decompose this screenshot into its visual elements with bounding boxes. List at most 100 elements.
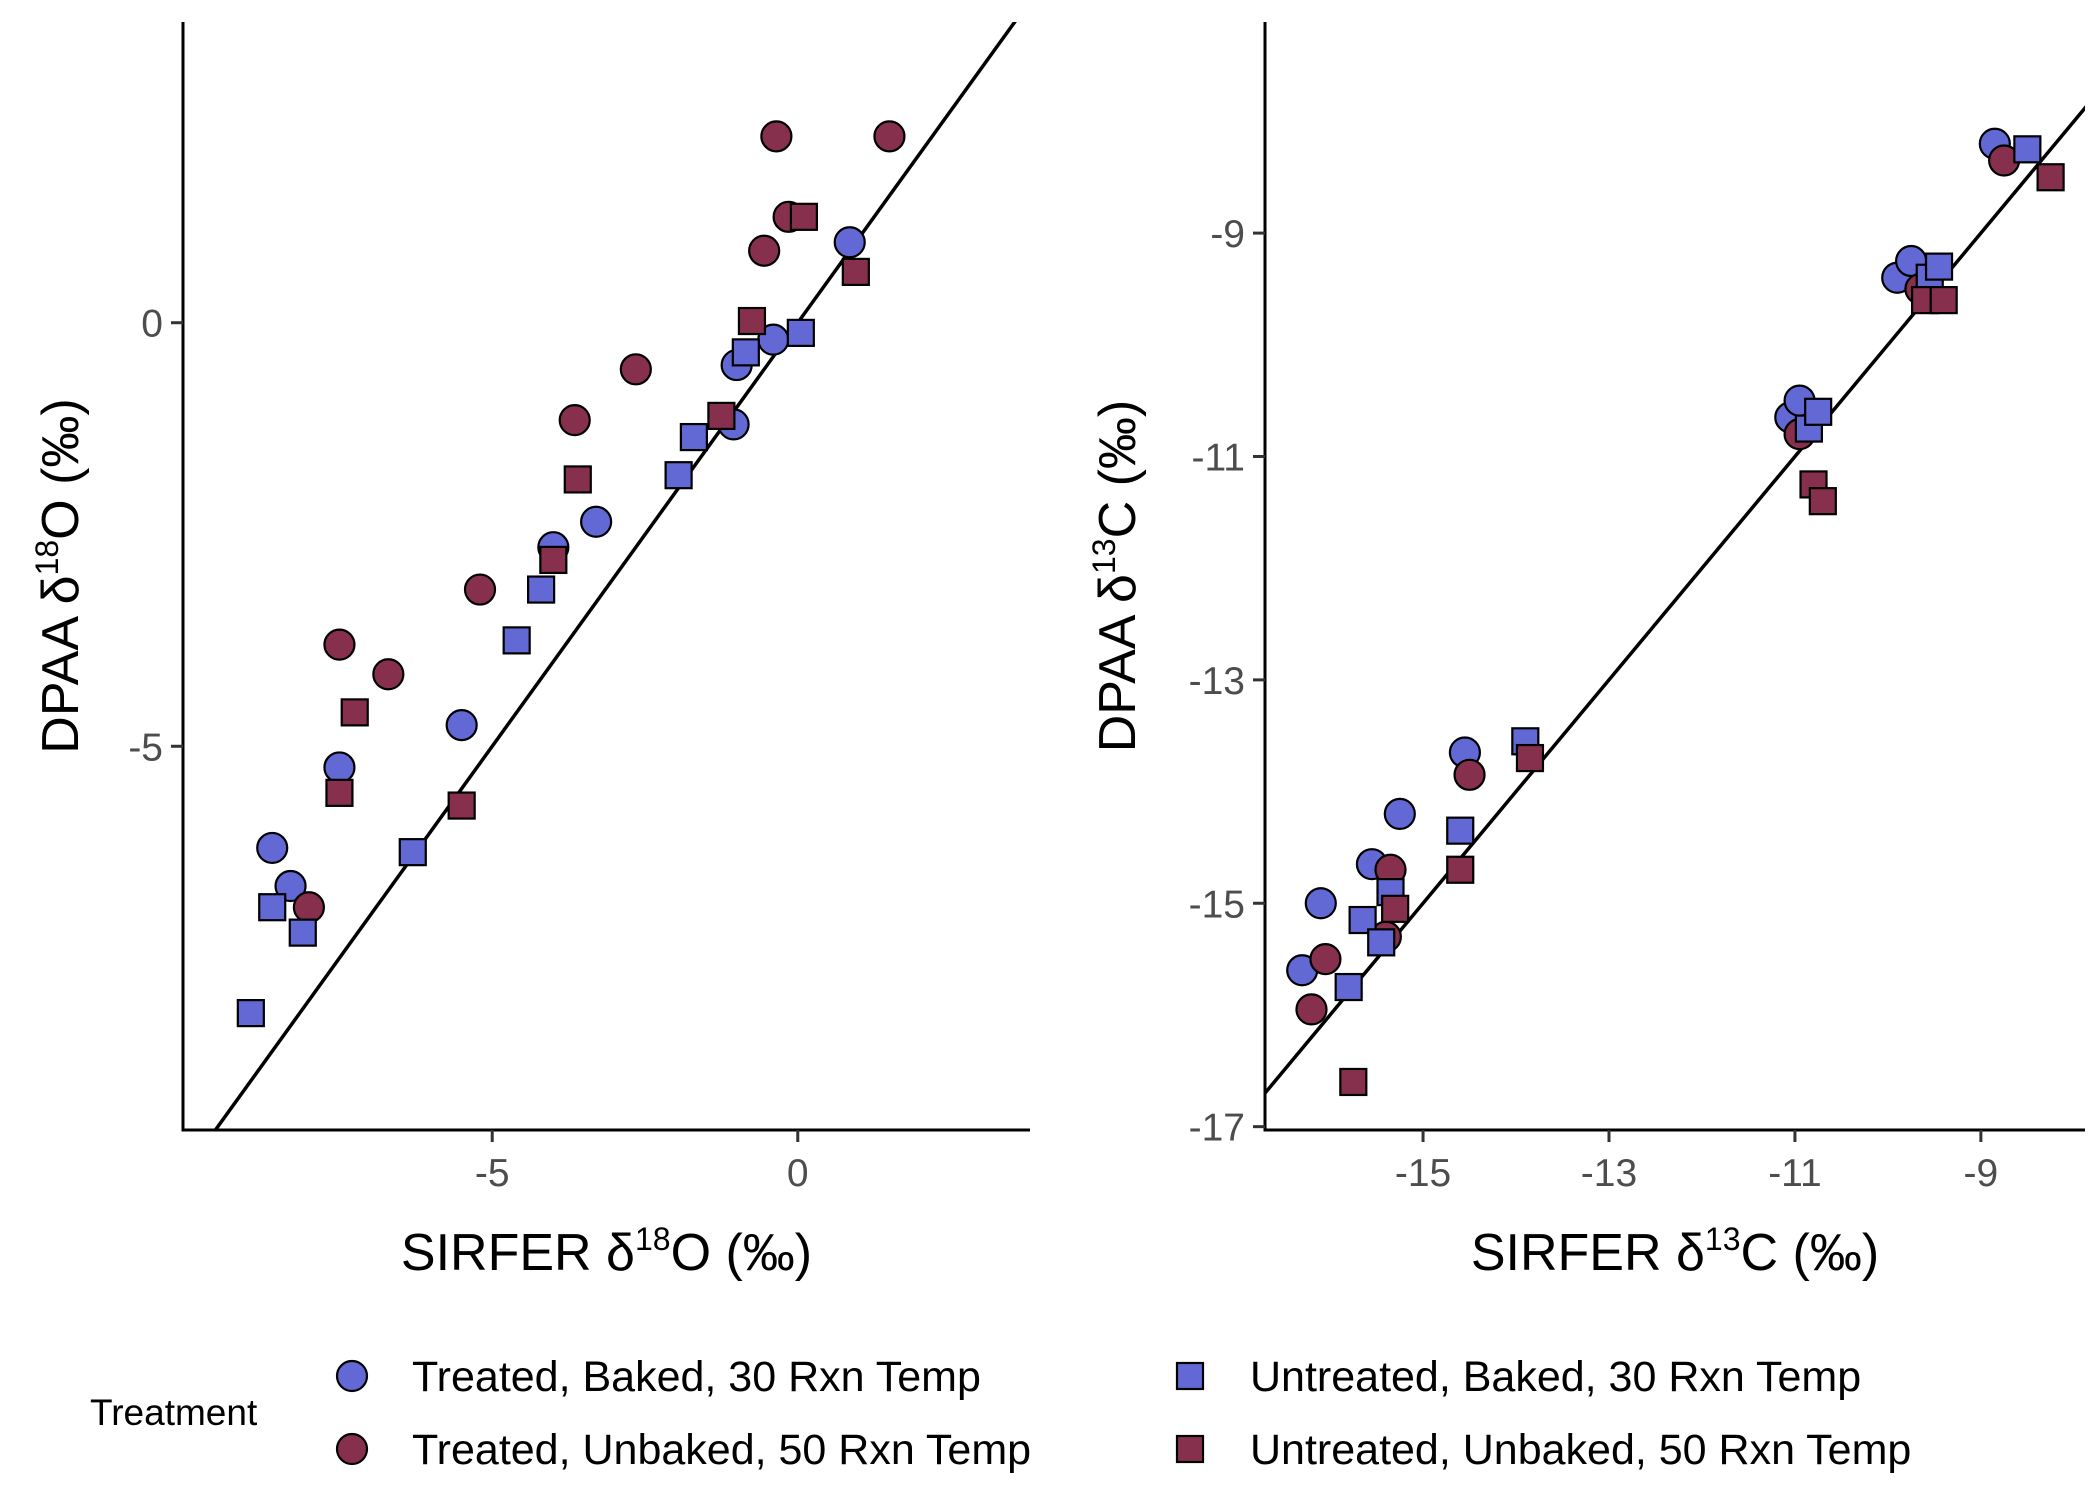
data-point: [1446, 816, 1475, 845]
y-axis-title-part: C (‰): [1089, 400, 1147, 539]
y-tick-label: -15: [1189, 883, 1245, 926]
data-point: [1924, 252, 1954, 281]
data-point: [1446, 855, 1475, 884]
data-point: [563, 465, 592, 494]
legend-title: Treatment: [90, 1392, 258, 1433]
data-point: [731, 338, 760, 367]
data-point: [323, 751, 356, 784]
data-point: [325, 778, 354, 807]
legend-key-treated-unbaked-50: [335, 1432, 369, 1466]
legend-label-untreated-unbaked-50: Untreated, Unbaked, 50 Rxn Temp: [1250, 1426, 1911, 1474]
x-axis-title-part: SIRFER δ: [401, 1224, 635, 1282]
data-point: [323, 628, 356, 661]
data-point: [1295, 993, 1328, 1026]
data-point: [558, 404, 591, 437]
data-point: [1515, 743, 1545, 773]
y-axis-title-superscript: 13: [1086, 538, 1122, 574]
x-tick-label: -15: [1395, 1152, 1451, 1195]
data-point: [707, 401, 736, 430]
data-point: [1929, 286, 1958, 315]
data-point: [256, 831, 289, 865]
y-tick-label: -5: [128, 726, 163, 769]
y-tick-label: -13: [1189, 660, 1245, 703]
data-point: [236, 999, 265, 1028]
data-point: [1309, 943, 1342, 976]
data-point: [619, 353, 652, 386]
x-axis-title-part: O (‰): [671, 1224, 813, 1282]
x-tick-label: -9: [1964, 1152, 1999, 1195]
data-point: [789, 202, 818, 231]
legend: Treatment Treated, Baked, 30 Rxn Temp Tre…: [90, 1353, 1911, 1474]
data-point: [2036, 163, 2065, 192]
data-point: [1381, 894, 1410, 923]
legend-key-treated-baked-30: [335, 1359, 369, 1393]
series-untreated-unbaked-50: [325, 202, 870, 820]
x-tick-label: -13: [1581, 1152, 1637, 1195]
data-point: [664, 461, 693, 490]
data-point: [445, 708, 478, 742]
data-point: [841, 257, 870, 286]
data-point: [679, 422, 708, 452]
data-point: [447, 791, 476, 820]
y-axis-title-superscript: 18: [29, 540, 65, 576]
y-axis-title: DPAA δ13C (‰): [1086, 400, 1147, 753]
x-axis-title: SIRFER δ18O (‰): [401, 1221, 812, 1282]
x-tick-label: 0: [787, 1152, 809, 1195]
data-point: [463, 573, 497, 606]
data-point: [527, 575, 556, 604]
data-point: [580, 505, 613, 538]
x-tick-label: -11: [1768, 1152, 1821, 1195]
y-axis-title-part: DPAA δ: [1089, 574, 1147, 752]
data-point: [288, 918, 317, 947]
x-axis-title-part: C (‰): [1741, 1224, 1880, 1282]
y-axis-title: DPAA δ18O (‰): [29, 398, 90, 753]
x-axis-title-superscript: 18: [635, 1221, 671, 1257]
x-tick-label: -5: [475, 1152, 510, 1195]
legend-key-untreated-unbaked-50: [1175, 1434, 1205, 1464]
y-tick-label: -17: [1189, 1107, 1245, 1150]
y-axis-title-part: O (‰): [32, 398, 90, 540]
data-point: [340, 698, 369, 727]
data-point: [502, 626, 531, 655]
x-axis-title-superscript: 13: [1705, 1221, 1741, 1257]
data-point: [1339, 1067, 1368, 1097]
data-point: [1453, 758, 1486, 791]
legend-label-untreated-baked-30: Untreated, Baked, 30 Rxn Temp: [1250, 1353, 1861, 1401]
y-axis-title-part: DPAA δ: [32, 575, 90, 753]
x-axis-title-part: SIRFER δ: [1471, 1224, 1705, 1282]
data-point: [1367, 928, 1396, 957]
y-tick-label: 0: [141, 303, 163, 346]
data-point: [258, 893, 287, 922]
data-point: [748, 234, 781, 267]
data-point: [873, 120, 906, 153]
series-untreated-baked-30: [236, 318, 815, 1028]
data-point: [1334, 972, 1363, 1002]
data-point: [292, 891, 325, 924]
data-point: [1804, 397, 1833, 426]
data-point: [539, 545, 568, 575]
series-untreated-baked-30: [1334, 135, 2042, 1002]
data-point: [786, 318, 815, 347]
series-treated-unbaked-50: [1295, 144, 2021, 1026]
x-axis-title: SIRFER δ13C (‰): [1471, 1221, 1879, 1282]
data-point: [1808, 487, 1837, 516]
data-point: [1304, 887, 1337, 920]
data-point: [2013, 135, 2042, 164]
identity-line: [213, 22, 1017, 1130]
series-untreated-unbaked-50: [1339, 163, 2065, 1097]
data-point: [760, 120, 793, 153]
data-point: [398, 838, 427, 867]
data-point: [1383, 797, 1416, 831]
legend-label-treated-unbaked-50: Treated, Unbaked, 50 Rxn Temp: [412, 1426, 1031, 1474]
data-point: [833, 226, 866, 259]
y-tick-label: -11: [1192, 436, 1245, 479]
legend-key-untreated-baked-30: [1175, 1361, 1205, 1391]
data-point: [737, 306, 767, 336]
data-point: [372, 658, 405, 691]
y-tick-label: -9: [1210, 213, 1245, 256]
identity-line: [1265, 105, 2085, 1096]
legend-label-treated-baked-30: Treated, Baked, 30 Rxn Temp: [412, 1353, 981, 1401]
